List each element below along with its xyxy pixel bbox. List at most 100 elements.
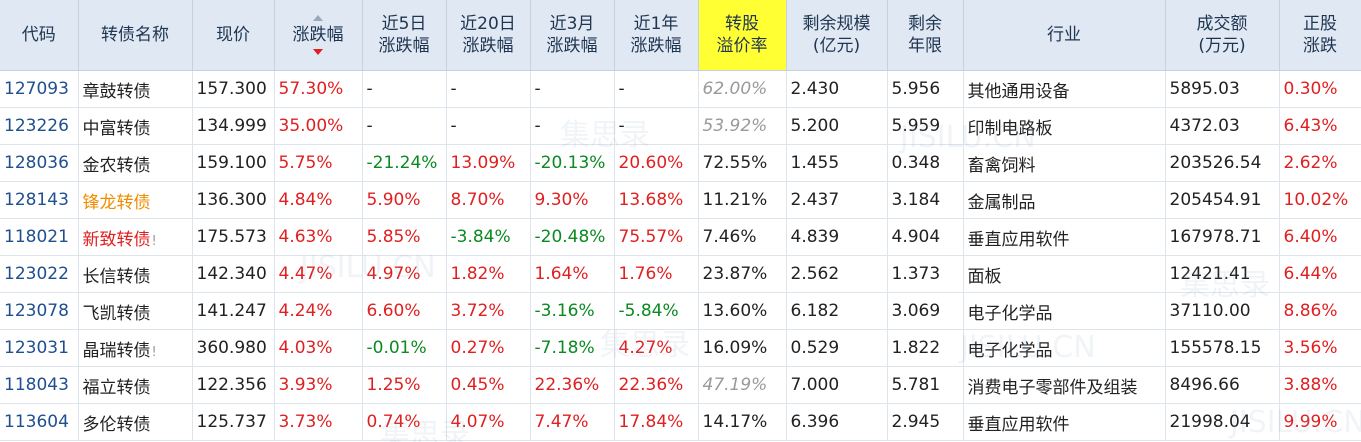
cell-stock_chg: 9.99% [1279, 403, 1361, 441]
sort-asc-icon[interactable] [313, 15, 323, 21]
scale-value: 7.000 [790, 375, 840, 395]
cell-volume: 203526.54 [1165, 144, 1280, 182]
header-change[interactable]: 涨跌幅 [274, 0, 363, 71]
cell-name[interactable]: 飞凯转债 [78, 292, 193, 330]
cell-chg5: - [362, 107, 447, 145]
cell-chg1y: 75.57% [614, 218, 699, 256]
table-row[interactable]: 118043 福立转债 122.356 3.93% 1.25% 0.45% 22.36% 22… [0, 366, 1361, 404]
header-chg3m[interactable]: 近3月 涨跌幅 [530, 0, 615, 71]
cell-chg1y: 4.27% [614, 329, 699, 367]
name-value[interactable]: 多伦转债 [82, 414, 151, 435]
cell-code[interactable]: 123078 [0, 292, 79, 330]
change-value: 4.47% [278, 264, 333, 284]
code-value[interactable]: 128143 [4, 190, 69, 210]
cell-industry: 金属制品 [963, 181, 1166, 219]
cell-name[interactable]: 金农转债 [78, 144, 193, 182]
cell-chg20: 0.45% [446, 366, 531, 404]
chg5-value: 4.97% [366, 264, 421, 284]
cell-chg5: 6.60% [362, 292, 447, 330]
header-chg1y[interactable]: 近1年 涨跌幅 [614, 0, 699, 71]
cell-code[interactable]: 123022 [0, 255, 79, 293]
header-years[interactable]: 剩余 年限 [887, 0, 964, 71]
code-value[interactable]: 118043 [4, 375, 69, 395]
chg1y-value: 17.84% [618, 412, 684, 432]
change-value: 4.84% [278, 190, 333, 210]
header-premium[interactable]: 转股 溢价率 [698, 0, 787, 71]
table-row[interactable]: 118021 新致转债! 175.573 4.63% 5.85% -3.84% -20.48… [0, 218, 1361, 256]
chg5-value: 6.60% [366, 301, 421, 321]
cell-name[interactable]: 中富转债 [78, 107, 193, 145]
cell-code[interactable]: 118021 [0, 218, 79, 256]
name-value[interactable]: 福立转债 [82, 377, 151, 398]
header-chg5[interactable]: 近5日 涨跌幅 [362, 0, 447, 71]
code-value[interactable]: 123031 [4, 338, 69, 358]
header-volume[interactable]: 成交额 (万元) [1165, 0, 1280, 71]
cell-code[interactable]: 113604 [0, 403, 79, 441]
name-value[interactable]: 锋龙转债 [82, 192, 151, 213]
code-value[interactable]: 123022 [4, 264, 69, 284]
name-value[interactable]: 金农转债 [82, 155, 151, 176]
cell-name[interactable]: 章鼓转债 [78, 70, 193, 108]
cell-code[interactable]: 123031 [0, 329, 79, 367]
cell-name[interactable]: 新致转债! [78, 218, 193, 256]
header-scale[interactable]: 剩余规模 (亿元) [786, 0, 888, 71]
header-stock_chg[interactable]: 正股 涨跌 [1279, 0, 1361, 71]
cell-chg5: 5.85% [362, 218, 447, 256]
cell-code[interactable]: 118043 [0, 366, 79, 404]
code-value[interactable]: 123226 [4, 116, 69, 136]
sort-desc-icon[interactable] [313, 49, 323, 55]
cell-code[interactable]: 123226 [0, 107, 79, 145]
cell-name[interactable]: 晶瑞转债! [78, 329, 193, 367]
cell-scale: 1.455 [786, 144, 888, 182]
cell-name[interactable]: 多伦转债 [78, 403, 193, 441]
header-chg20[interactable]: 近20日 涨跌幅 [446, 0, 531, 71]
chg3m-value: 7.47% [534, 412, 589, 432]
cell-name[interactable]: 锋龙转债 [78, 181, 193, 219]
header-industry[interactable]: 行业 [963, 0, 1166, 71]
cell-change: 4.24% [274, 292, 363, 330]
years-value: 1.373 [891, 264, 941, 284]
cell-code[interactable]: 127093 [0, 70, 79, 108]
price-value: 122.356 [196, 375, 267, 395]
table-row[interactable]: 128036 金农转债 159.100 5.75% -21.24% 13.09% -20.1… [0, 144, 1361, 182]
cell-change: 4.03% [274, 329, 363, 367]
name-value[interactable]: 飞凯转债 [82, 303, 151, 324]
cell-name[interactable]: 长信转债 [78, 255, 193, 293]
table-row[interactable]: 123226 中富转债 134.999 35.00% - - - - 53.92% 5.200 5.… [0, 107, 1361, 145]
code-value[interactable]: 127093 [4, 79, 69, 99]
stock_chg-value: 6.43% [1283, 116, 1338, 136]
cell-code[interactable]: 128036 [0, 144, 79, 182]
cell-name[interactable]: 福立转债 [78, 366, 193, 404]
cell-scale: 6.396 [786, 403, 888, 441]
chg5-value: - [366, 79, 373, 99]
table-row[interactable]: 113604 多伦转债 125.737 3.73% 0.74% 4.07% 7.47% 17.… [0, 403, 1361, 441]
chg5-value: -0.01% [366, 338, 427, 358]
volume-value: 8496.66 [1169, 375, 1240, 395]
table-row[interactable]: 123078 飞凯转债 141.247 4.24% 6.60% 3.72% -3.16% -5… [0, 292, 1361, 330]
name-value[interactable]: 新致转债 [82, 229, 151, 250]
table-row[interactable]: 127093 章鼓转债 157.300 57.30% - - - - 62.00% 2.430 5.… [0, 70, 1361, 108]
chg20-value: 3.72% [450, 301, 505, 321]
name-value[interactable]: 中富转债 [82, 118, 151, 139]
cell-chg20: 3.72% [446, 292, 531, 330]
header-name[interactable]: 转债名称 [78, 0, 193, 71]
name-value[interactable]: 晶瑞转债 [82, 340, 151, 361]
code-value[interactable]: 123078 [4, 301, 69, 321]
name-value[interactable]: 长信转债 [82, 266, 151, 287]
table-row[interactable]: 123031 晶瑞转债! 360.980 4.03% -0.01% 0.27% -7.18%… [0, 329, 1361, 367]
cell-premium: 47.19% [698, 366, 787, 404]
table-row[interactable]: 123022 长信转债 142.340 4.47% 4.97% 1.82% 1.64% 1.7… [0, 255, 1361, 293]
code-value[interactable]: 118021 [4, 227, 69, 247]
header-code[interactable]: 代码 [0, 0, 79, 71]
chg1y-value: - [618, 116, 625, 136]
scale-value: 2.430 [790, 79, 840, 99]
code-value[interactable]: 128036 [4, 153, 69, 173]
cell-code[interactable]: 128143 [0, 181, 79, 219]
table-row[interactable]: 128143 锋龙转债 136.300 4.84% 5.90% 8.70% 9.30% 13.… [0, 181, 1361, 219]
cell-premium: 62.00% [698, 70, 787, 108]
header-price[interactable]: 现价 [192, 0, 275, 71]
cell-volume: 155578.15 [1165, 329, 1280, 367]
name-value[interactable]: 章鼓转债 [82, 81, 151, 102]
code-value[interactable]: 113604 [4, 412, 69, 432]
